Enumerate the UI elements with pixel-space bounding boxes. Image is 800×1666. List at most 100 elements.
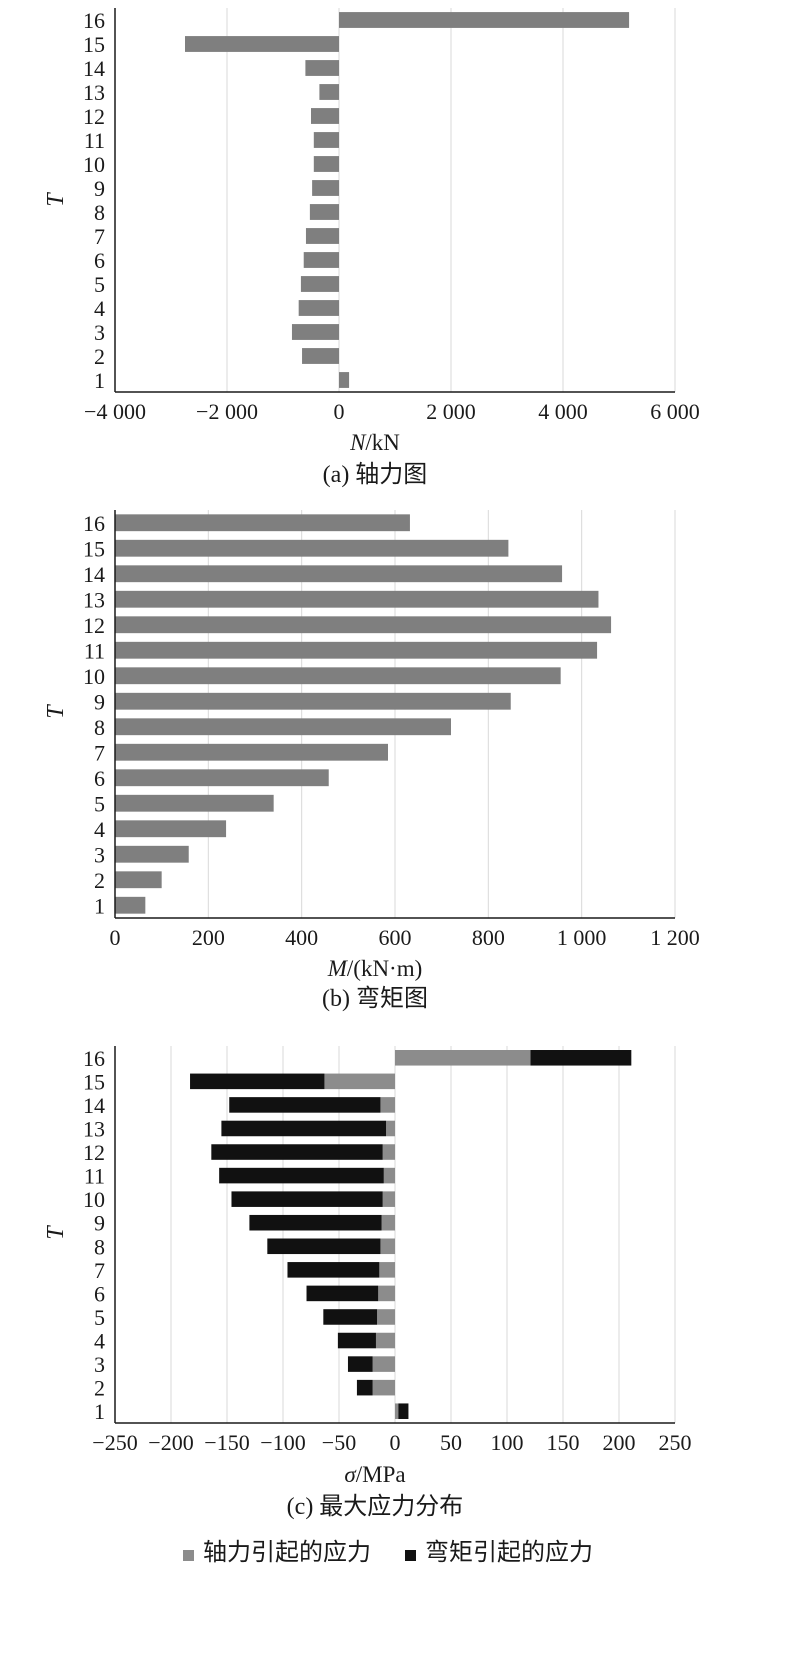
panel-bending-moment-bar-5 — [115, 794, 274, 812]
panel-bending-moment-bar-12 — [115, 616, 612, 634]
panel-axial-force-bar-7 — [305, 228, 339, 244]
panel-bending-moment-axes — [114, 510, 675, 919]
panel-bending-moment-y-tick-label: 9 — [94, 689, 105, 714]
panel-axial-force-y-tick-label: 5 — [94, 272, 105, 297]
panel-max-stress-x-ticks: −250 −200 −150 −100 −50 0 50 100 150 200 250 — [92, 1430, 691, 1455]
panel-axial-force-y-tick-label: 9 — [94, 176, 105, 201]
panel-max-stress-x-tick-label: −200 — [148, 1430, 193, 1455]
panel-axial-force-bar-4 — [298, 300, 339, 316]
panel-max-stress-y-tick-label: 7 — [94, 1258, 105, 1283]
panel-bending-moment-bar-6 — [115, 769, 329, 787]
panel-axial-force-y-tick-label: 10 — [83, 152, 105, 177]
panel-axial-force-x-tick-label: 6 000 — [650, 399, 700, 424]
panel-bending-moment-y-tick-label: 14 — [83, 562, 105, 587]
panel-max-stress-y-tick-label: 16 — [83, 1046, 105, 1071]
panel-axial-force-bar-9 — [312, 180, 339, 196]
panel-bending-moment-y-tick-label: 16 — [83, 511, 105, 536]
panel-bending-moment-y-tick-label: 7 — [94, 740, 105, 765]
panel-axial-force-x-symbol: N — [349, 430, 367, 455]
panel-axial-force-x-ticks: −4 000 −2 000 0 2 000 4 000 6 000 — [84, 399, 700, 424]
panel-max-stress-bar-12-axial — [382, 1144, 395, 1160]
panel-axial-force-y-tick-label: 12 — [83, 104, 105, 129]
panel-bending-moment-x-tick-label: 1 000 — [557, 925, 607, 950]
panel-axial-force-y-label: T — [43, 192, 69, 207]
panel-max-stress-y-tick-label: 5 — [94, 1305, 105, 1330]
panel-bending-moment-y-label: T — [43, 704, 69, 719]
panel-axial-force-bar-11 — [313, 132, 339, 148]
panel-bending-moment-bar-4 — [115, 820, 227, 838]
panel-max-stress-bar-11-moment — [219, 1167, 384, 1184]
panel-max-stress-x-symbol: σ — [344, 1462, 357, 1487]
panel-max-stress-bar-5-axial — [377, 1309, 395, 1325]
panel-axial-force-bar-2 — [302, 348, 339, 364]
panel-axial-force-y-tick-label: 14 — [83, 56, 105, 81]
panel-max-stress-x-tick-label: −250 — [92, 1430, 137, 1455]
panel-max-stress-bar-15-axial — [324, 1073, 395, 1090]
panel-axial-force-x-tick-label: 2 000 — [426, 399, 476, 424]
panel-max-stress-y-label: T — [43, 1225, 69, 1240]
panel-max-stress-bar-3-axial — [372, 1356, 395, 1372]
panel-bending-moment-bar-8 — [115, 718, 451, 736]
panel-axial-force-x-label: N/kN — [349, 430, 400, 455]
panel-max-stress-caption: (c) 最大应力分布 — [287, 1493, 464, 1520]
panel-bending-moment-x-tick-label: 800 — [472, 925, 505, 950]
panel-max-stress-y-tick-label: 3 — [94, 1352, 105, 1377]
panel-bending-moment-bar-16 — [115, 514, 410, 532]
panel-axial-force-y-tick-label: 4 — [94, 296, 105, 321]
panel-max-stress-axes — [114, 1046, 675, 1424]
panel-axial-force-x-unit: /kN — [365, 430, 400, 455]
panel-max-stress-bar-2-axial — [372, 1379, 395, 1396]
panel-bending-moment-y-tick-label: 2 — [94, 868, 105, 893]
panel-max-stress-bar-1-moment — [398, 1403, 409, 1419]
panel-max-stress-bar-16-axial — [395, 1050, 531, 1066]
panel-axial-force-x-tick-label: −4 000 — [84, 399, 146, 424]
panel-max-stress-bar-6-axial — [378, 1285, 395, 1302]
panel-axial-force-y-tick-label: 1 — [94, 368, 105, 393]
panel-axial-force-bar-15 — [185, 36, 339, 52]
panel-max-stress-bar-4-axial — [375, 1332, 395, 1349]
panel-bending-moment-y-tick-label: 1 — [94, 893, 105, 918]
panel-bending-moment-x-symbol: M — [327, 956, 349, 981]
panel-bending-moment-bar-10 — [115, 667, 561, 685]
panel-axial-force-axes — [114, 8, 675, 393]
panel-bending-moment-y-tick-label: 12 — [83, 613, 105, 638]
panel-max-stress-y-tick-label: 4 — [94, 1329, 105, 1354]
panel-max-stress-x-tick-label: 150 — [547, 1430, 580, 1455]
panel-axial-force-caption: (a) 轴力图 — [323, 461, 428, 488]
panel-max-stress-y-tick-label: 11 — [84, 1164, 105, 1189]
panel-bending-moment-x-label: M/(kN·m) — [327, 956, 423, 981]
panel-max-stress-bar-15-moment — [190, 1073, 325, 1090]
panel-axial-force-bar-1 — [339, 372, 350, 388]
panel-bending-moment-bars — [115, 514, 612, 914]
panel-axial-force-y-tick-label: 7 — [94, 224, 105, 249]
panel-bending-moment-bar-9 — [115, 692, 511, 710]
panel-bending-moment-x-tick-label: 400 — [285, 925, 318, 950]
panel-bending-moment-y-tick-label: 3 — [94, 842, 105, 867]
panel-axial-force-bars — [185, 12, 630, 388]
panel-max-stress-bar-8-axial — [380, 1238, 395, 1255]
panel-bending-moment-x-tick-label: 0 — [110, 925, 121, 950]
panel-bending-moment-caption: (b) 弯矩图 — [322, 985, 428, 1012]
panel-bending-moment-x-ticks: 0 200 400 600 800 1 000 1 200 — [110, 925, 700, 950]
panel-axial-force-bar-6 — [303, 252, 339, 268]
panel-bending-moment-bar-15 — [115, 539, 509, 557]
panel-bending-moment-y-tick-label: 4 — [94, 817, 105, 842]
panel-axial-force-y-tick-label: 8 — [94, 200, 105, 225]
panel-max-stress-y-tick-label: 12 — [83, 1140, 105, 1165]
panel-bending-moment-y-tick-label: 15 — [83, 536, 105, 561]
panel-max-stress-x-tick-label: −150 — [204, 1430, 249, 1455]
legend: 轴力引起的应力 弯矩引起的应力 — [183, 1539, 593, 1566]
panel-max-stress-bars — [190, 1050, 632, 1419]
panel-axial-force-y-tick-label: 11 — [84, 128, 105, 153]
panel-axial-force-x-tick-label: 0 — [334, 399, 345, 424]
panel-max-stress-bar-13-moment — [221, 1120, 387, 1137]
panel-max-stress-y-tick-label: 8 — [94, 1234, 105, 1259]
panel-max-stress-x-tick-label: 50 — [440, 1430, 462, 1455]
panel-axial-force-y-tick-label: 13 — [83, 80, 105, 105]
panel-bending-moment-y-tick-label: 5 — [94, 791, 105, 816]
panel-max-stress-y-tick-label: 2 — [94, 1376, 105, 1401]
panel-bending-moment-x-unit: /(kN·m) — [347, 956, 422, 981]
